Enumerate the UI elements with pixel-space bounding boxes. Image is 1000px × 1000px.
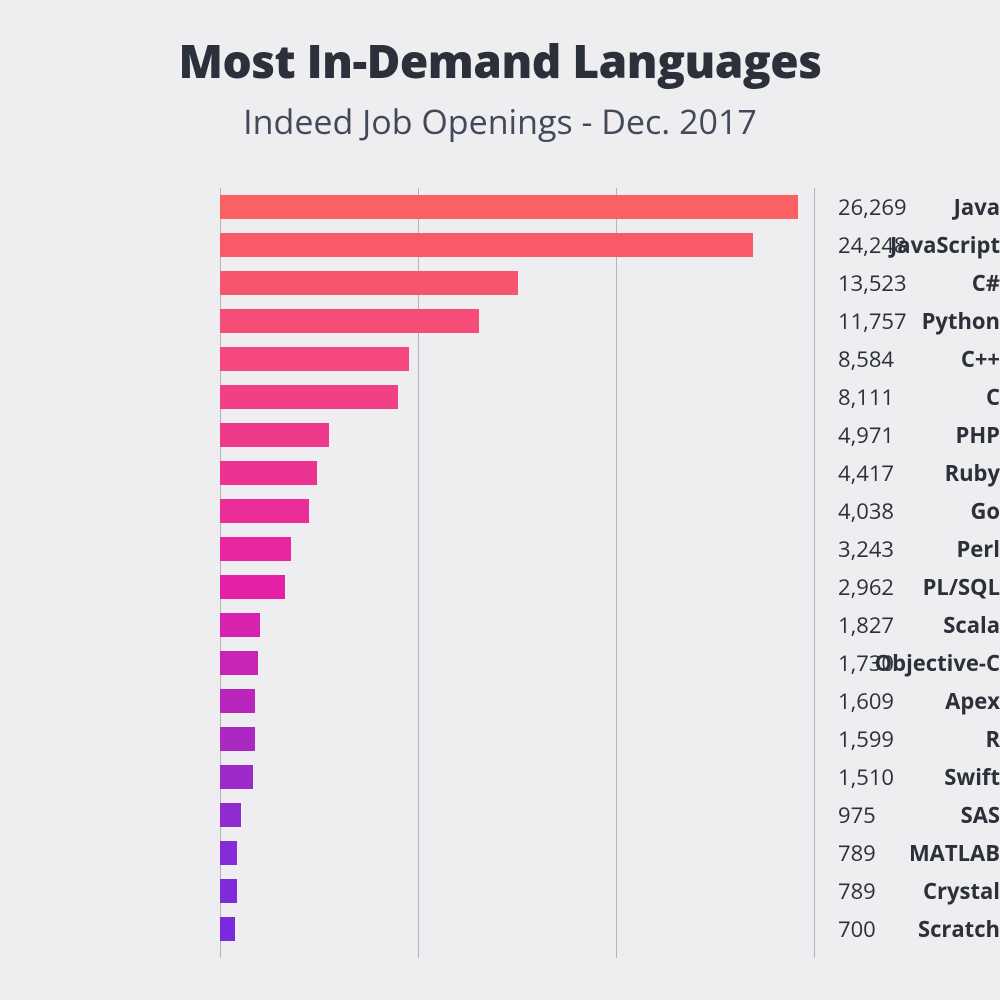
bar bbox=[220, 651, 258, 675]
bar-row: PHP4,971 bbox=[0, 416, 1000, 454]
chart-container: Most In-Demand Languages Indeed Job Open… bbox=[0, 0, 1000, 1000]
bar-value: 975 bbox=[838, 800, 876, 830]
bar-value: 3,243 bbox=[838, 534, 894, 564]
bar-value: 1,599 bbox=[838, 724, 894, 754]
bar bbox=[220, 613, 260, 637]
chart-plot-area: Java26,269JavaScript24,248C#13,523Python… bbox=[0, 188, 1000, 958]
bar-row: Python11,757 bbox=[0, 302, 1000, 340]
bar-value: 1,730 bbox=[838, 648, 894, 678]
bar bbox=[220, 803, 241, 827]
bar bbox=[220, 385, 398, 409]
bar-value: 700 bbox=[838, 914, 876, 944]
bar bbox=[220, 917, 235, 941]
bar-row: C#13,523 bbox=[0, 264, 1000, 302]
chart-subtitle: Indeed Job Openings - Dec. 2017 bbox=[0, 98, 1000, 144]
chart-title: Most In-Demand Languages bbox=[0, 30, 1000, 92]
bar-row: C++8,584 bbox=[0, 340, 1000, 378]
bar bbox=[220, 347, 409, 371]
bar-row: Swift1,510 bbox=[0, 758, 1000, 796]
bar-row: Scala1,827 bbox=[0, 606, 1000, 644]
bar bbox=[220, 195, 798, 219]
bar-label: Crystal bbox=[788, 876, 1000, 906]
bar-value: 11,757 bbox=[838, 306, 907, 336]
bar-row: Scratch700 bbox=[0, 910, 1000, 948]
bar-row: Ruby4,417 bbox=[0, 454, 1000, 492]
bar bbox=[220, 309, 479, 333]
bar bbox=[220, 575, 285, 599]
bar-label: Scratch bbox=[788, 914, 1000, 944]
bar-label: SAS bbox=[788, 800, 1000, 830]
bar-row: Objective-C1,730 bbox=[0, 644, 1000, 682]
bar-row: Java26,269 bbox=[0, 188, 1000, 226]
bar-row: Go4,038 bbox=[0, 492, 1000, 530]
bar-row: PL/SQL2,962 bbox=[0, 568, 1000, 606]
bar-value: 1,510 bbox=[838, 762, 894, 792]
bar-value: 2,962 bbox=[838, 572, 894, 602]
bar bbox=[220, 233, 753, 257]
bar-value: 13,523 bbox=[838, 268, 907, 298]
bar-value: 4,038 bbox=[838, 496, 894, 526]
bar-row: C8,111 bbox=[0, 378, 1000, 416]
bar-row: JavaScript24,248 bbox=[0, 226, 1000, 264]
bar bbox=[220, 537, 291, 561]
bar-value: 1,609 bbox=[838, 686, 894, 716]
bar bbox=[220, 271, 518, 295]
bar bbox=[220, 879, 237, 903]
bar-value: 26,269 bbox=[838, 192, 907, 222]
bar bbox=[220, 841, 237, 865]
bar-label: MATLAB bbox=[788, 838, 1000, 868]
bar-value: 789 bbox=[838, 838, 876, 868]
bar bbox=[220, 727, 255, 751]
bar-row: R1,599 bbox=[0, 720, 1000, 758]
bar-value: 1,827 bbox=[838, 610, 894, 640]
bar-value: 8,584 bbox=[838, 344, 894, 374]
bar-value: 8,111 bbox=[838, 382, 894, 412]
bar bbox=[220, 689, 255, 713]
bar bbox=[220, 461, 317, 485]
bar-value: 789 bbox=[838, 876, 876, 906]
bar-row: Perl3,243 bbox=[0, 530, 1000, 568]
bar bbox=[220, 499, 309, 523]
bar bbox=[220, 765, 253, 789]
bar-row: Apex1,609 bbox=[0, 682, 1000, 720]
bar-value: 4,971 bbox=[838, 420, 894, 450]
bar-row: MATLAB789 bbox=[0, 834, 1000, 872]
bar-row: Crystal789 bbox=[0, 872, 1000, 910]
bar-value: 4,417 bbox=[838, 458, 894, 488]
bar-row: SAS975 bbox=[0, 796, 1000, 834]
bar bbox=[220, 423, 329, 447]
bar-value: 24,248 bbox=[838, 230, 907, 260]
